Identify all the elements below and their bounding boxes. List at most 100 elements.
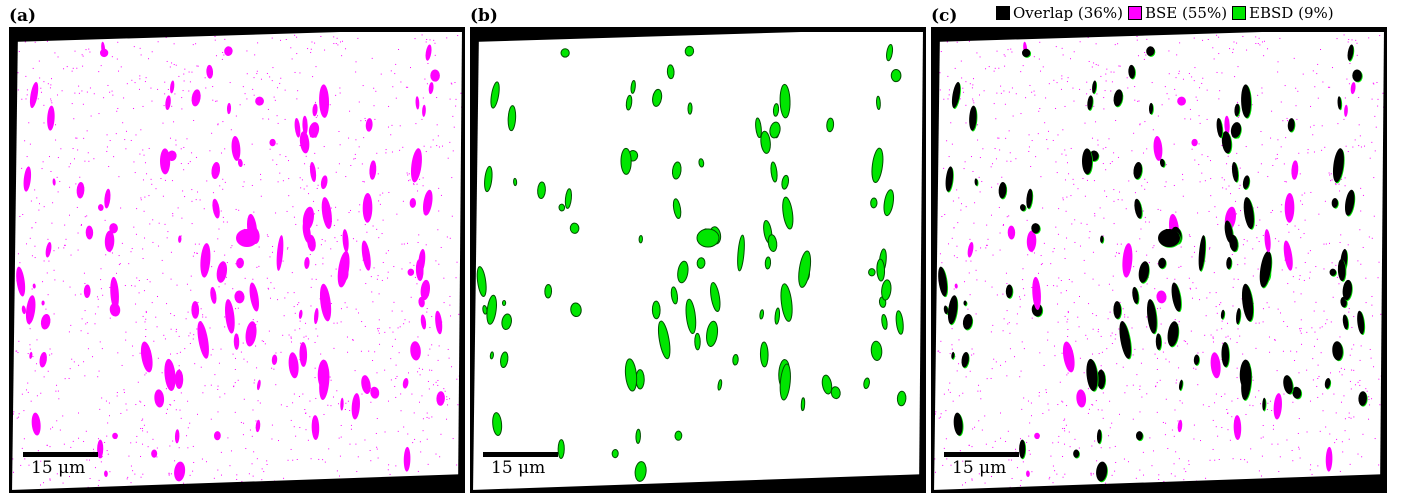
bse-speck	[1055, 46, 1057, 48]
bse-speck	[960, 60, 962, 62]
bse-speck	[968, 40, 970, 42]
bse-speck	[32, 67, 34, 69]
bse-particle	[319, 283, 332, 322]
bse-speck	[1199, 87, 1201, 89]
bse-region	[1210, 352, 1221, 379]
bse-speck	[1319, 430, 1321, 432]
bse-speck	[177, 207, 179, 209]
ebsd-grain	[500, 351, 509, 368]
bse-speck	[1362, 194, 1364, 196]
bse-speck	[221, 58, 223, 60]
bse-speck	[1303, 233, 1305, 235]
bse-speck	[337, 219, 339, 221]
bse-speck	[197, 191, 199, 193]
bse-speck	[1176, 54, 1178, 56]
bse-speck	[1175, 77, 1177, 79]
bse-speck	[109, 251, 111, 253]
bse-speck	[69, 286, 71, 288]
bse-speck	[402, 146, 404, 148]
bse-speck	[1062, 199, 1064, 201]
bse-speck	[395, 377, 397, 379]
bse-particle	[422, 189, 433, 216]
ebsd-grain	[896, 390, 907, 407]
bse-speck	[1058, 435, 1060, 437]
bse-speck	[1299, 457, 1301, 459]
bse-speck	[275, 212, 277, 214]
bse-speck	[1312, 70, 1314, 72]
bse-speck	[263, 471, 265, 473]
bse-speck	[1368, 396, 1370, 398]
bse-particle	[231, 136, 241, 161]
bse-speck	[438, 187, 440, 189]
bse-speck	[1048, 409, 1050, 411]
bse-speck	[373, 267, 375, 269]
bse-particle	[31, 412, 41, 436]
bse-speck	[209, 150, 211, 152]
overlap-region	[1230, 122, 1242, 138]
bse-speck	[1374, 438, 1376, 440]
bse-speck	[43, 206, 45, 208]
bse-speck	[983, 90, 985, 92]
bse-speck	[1307, 149, 1309, 151]
bse-speck	[1014, 356, 1016, 358]
bse-speck	[1376, 82, 1378, 84]
bse-speck	[242, 434, 244, 436]
bse-speck	[1050, 455, 1052, 457]
bse-speck	[1189, 287, 1191, 289]
bse-speck	[1354, 139, 1356, 141]
bse-speck	[1212, 419, 1214, 421]
bse-speck	[1374, 150, 1376, 152]
bse-speck	[1006, 310, 1008, 312]
bse-speck	[279, 172, 281, 174]
bse-speck	[1303, 279, 1305, 281]
overlap-region	[1229, 234, 1238, 252]
bse-speck	[277, 299, 279, 301]
bse-speck	[305, 335, 307, 337]
bse-speck	[451, 366, 453, 368]
panel-c-image	[932, 28, 1386, 492]
bse-speck	[1178, 70, 1180, 72]
overlap-region	[1262, 397, 1266, 411]
bse-particle	[428, 82, 434, 95]
bse-speck	[302, 393, 304, 395]
bse-speck	[432, 139, 434, 141]
bse-speck	[1111, 161, 1113, 163]
bse-speck	[447, 404, 449, 406]
bse-speck	[1359, 135, 1361, 137]
bse-speck	[1353, 344, 1355, 346]
bse-speck	[1231, 400, 1233, 402]
bse-speck	[1353, 316, 1355, 318]
bse-speck	[1300, 332, 1302, 334]
bse-speck	[85, 49, 87, 51]
bse-speck	[1188, 72, 1190, 74]
bse-speck	[1103, 217, 1105, 219]
bse-speck	[951, 348, 953, 350]
bse-speck	[263, 340, 265, 342]
bse-speck	[246, 361, 248, 363]
bse-speck	[271, 424, 273, 426]
panel-a-label: (a)	[9, 6, 37, 26]
bse-speck	[215, 55, 217, 57]
bse-speck	[217, 124, 219, 126]
bse-particle	[76, 181, 85, 199]
bse-speck	[416, 283, 418, 285]
bse-speck	[382, 261, 384, 263]
bse-speck	[139, 78, 141, 80]
bse-speck	[290, 47, 292, 49]
bse-speck	[1174, 409, 1176, 411]
bse-speck	[153, 340, 155, 342]
bse-speck	[1274, 338, 1276, 340]
bse-speck	[235, 263, 237, 265]
bse-speck	[336, 470, 338, 472]
bse-speck	[1358, 97, 1360, 99]
bse-speck	[388, 191, 390, 193]
bse-speck	[243, 358, 245, 360]
overlap-region	[1021, 48, 1031, 58]
bse-speck	[1019, 298, 1021, 300]
bse-speck	[1027, 400, 1029, 402]
bse-speck	[295, 223, 297, 225]
bse-speck	[376, 418, 378, 420]
bse-speck	[1114, 338, 1116, 340]
bse-speck	[381, 279, 383, 281]
bse-speck	[71, 70, 73, 72]
